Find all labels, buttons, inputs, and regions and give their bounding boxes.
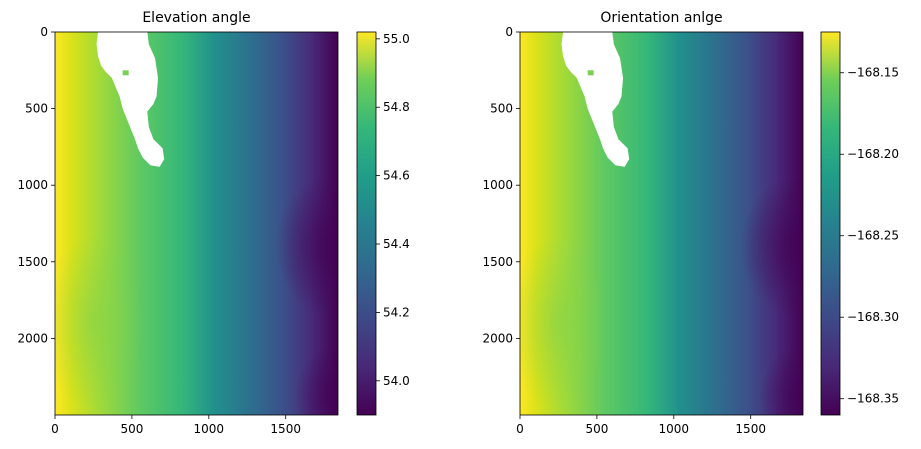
- colorbar-tick-label: 54.0: [383, 374, 410, 388]
- colorbar-tick-label: 54.8: [383, 100, 410, 114]
- colorbar-tick-label: −168.35: [847, 392, 899, 406]
- chart-title: Orientation anlge: [600, 10, 722, 26]
- colorbar-frame: [356, 31, 377, 416]
- x-tick-label: 1000: [659, 422, 690, 436]
- colorbar-tick-label: −168.15: [847, 66, 899, 80]
- colorbar-tick-label: 54.4: [383, 237, 410, 251]
- x-tick-label: 1500: [735, 422, 766, 436]
- y-tick-label: 1500: [482, 255, 513, 269]
- x-tick-label: 0: [516, 422, 524, 436]
- nodata-mask: [561, 32, 630, 167]
- y-tick-label: 0: [505, 25, 513, 39]
- colorbar-tick-label: −168.20: [847, 147, 899, 161]
- panel-1: Elevation angle 0 500 1000 1500 0 500 1000 1500 2…: [17, 10, 410, 436]
- x-tick-label: 1000: [194, 422, 225, 436]
- nodata-mask: [96, 32, 165, 167]
- colorbar-gradient: [357, 32, 376, 415]
- y-tick-label: 0: [40, 25, 48, 39]
- x-tick-label: 500: [120, 422, 143, 436]
- y-tick-label: 1000: [17, 178, 48, 192]
- axes-frame: [519, 31, 804, 416]
- colorbar: −168.15 −168.20 −168.25 −168.30 −168.35: [820, 31, 899, 416]
- y-tick-label: 1000: [482, 178, 513, 192]
- heatmap-image: [55, 32, 338, 415]
- axes-frame: [54, 31, 339, 416]
- colorbar-tick-label: 54.2: [383, 305, 410, 319]
- chart-title: Elevation angle: [142, 10, 250, 26]
- colorbar-tick-label: −168.25: [847, 229, 899, 243]
- y-tick-label: 1500: [17, 255, 48, 269]
- panel-2: Orientation anlge 0 500 1000 1500 0 500 1000 150…: [482, 10, 899, 436]
- colorbar-tick-label: 55.0: [383, 32, 410, 46]
- colorbar-tick-label: 54.6: [383, 169, 410, 183]
- y-tick-label: 500: [490, 102, 513, 116]
- x-tick-label: 1500: [270, 422, 301, 436]
- colorbar-tick-label: −168.30: [847, 310, 899, 324]
- x-tick-label: 500: [585, 422, 608, 436]
- x-tick-label: 0: [51, 422, 59, 436]
- colorbar: 54.0 54.2 54.4 54.6 54.8 55.0: [356, 31, 410, 416]
- y-tick-label: 2000: [17, 331, 48, 345]
- colorbar-frame: [820, 31, 841, 416]
- heatmap-image: [520, 32, 803, 415]
- colorbar-gradient: [821, 32, 840, 415]
- y-tick-label: 500: [25, 102, 48, 116]
- y-tick-label: 2000: [482, 331, 513, 345]
